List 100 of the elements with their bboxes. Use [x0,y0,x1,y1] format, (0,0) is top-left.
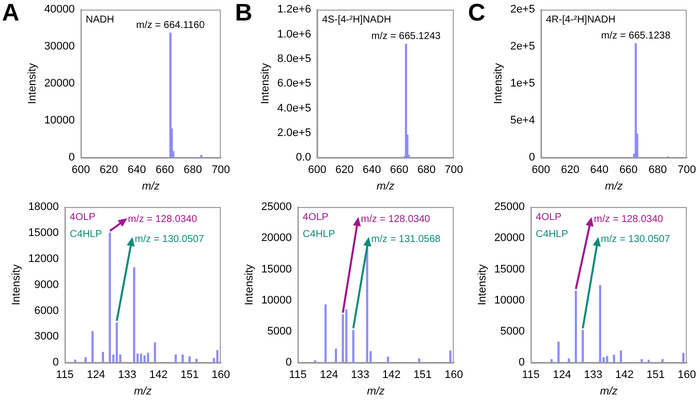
y-tick-label: 4.0e+5 [277,102,312,114]
x-tick-label: 640 [128,164,146,176]
x-tick-label: 142 [615,369,634,382]
bar [133,267,136,363]
annotation: m/z = 128.0340 [594,214,664,225]
y-tick-label: 6000 [34,304,59,317]
bar [661,359,664,363]
bar [91,331,94,363]
y-tick-label: 10000 [44,114,75,127]
x-tick-label: 115 [56,369,74,382]
y-tick-label: 0 [528,152,535,164]
x-tick-label: 115 [522,369,540,382]
x-tick-label: 700 [678,164,696,176]
bar [140,354,142,363]
annotation: m/z = 131.0568 [371,234,441,245]
bar [568,358,570,363]
bar [648,360,650,363]
x-tick-label: 160 [444,369,464,382]
chart-title: B [235,0,252,27]
y-tick-label: 8.0e+5 [277,52,312,65]
x-axis-title: m/z [366,385,386,398]
bar [582,330,584,363]
bar [640,359,643,363]
bar [634,43,637,158]
y-tick-label: 18000 [28,201,59,214]
x-tick-label: 600 [532,164,550,176]
y-tick-label: 10000 [494,294,525,306]
y-tick-label: 0 [52,356,59,369]
annotation: 4S-[4-²H]NADH [322,14,392,26]
y-tick-label: 40000 [44,4,75,16]
bar [682,352,684,363]
bar [182,354,184,363]
annotation: C4HLP [302,228,336,240]
bar [449,350,452,363]
bar [606,356,608,363]
y-axis-title: Intensity [476,264,489,306]
y-tick-label: 15000 [261,263,292,276]
x-tick-label: 151 [413,369,432,382]
y-tick-label: 20000 [261,232,292,244]
bar [599,285,602,363]
y-tick-label: 2e+5 [510,4,535,16]
y-axis-title: Intensity [10,264,23,306]
y-tick-label: 20000 [44,78,75,90]
y-tick-label: 5e+4 [510,114,535,127]
annotation: m/z = 128.0340 [360,214,431,225]
y-axis-title: Intensity [244,264,256,306]
bar [334,348,338,363]
y-tick-label: 1.0e+6 [277,28,312,40]
y-tick-label: 5000 [267,326,292,338]
bar [188,356,191,363]
y-tick-label: 25000 [494,201,525,214]
bar [102,352,104,363]
bar [557,342,560,363]
bar [154,342,156,363]
x-axis-title: m/z [376,180,395,192]
y-tick-label: 0 [286,356,292,369]
bar [108,232,111,363]
x-tick-label: 160 [212,369,230,382]
bar [216,350,218,363]
bar [574,290,577,363]
x-tick-label: 680 [184,164,202,176]
y-tick-label: 1e+5 [510,78,535,90]
x-tick-label: 700 [444,164,464,176]
y-tick-label: 3000 [34,330,59,343]
x-tick-label: 680 [417,164,436,176]
y-tick-label: 25000 [261,201,292,214]
x-tick-label: 142 [149,369,168,382]
annotation: m/z = 665.1243 [371,31,442,42]
x-tick-label: 660 [619,164,638,176]
x-tick-label: 680 [648,164,667,176]
bar [324,304,327,363]
bar [386,356,390,363]
x-tick-label: 620 [560,164,580,176]
y-tick-label: 9000 [34,278,59,291]
chart-title: A [2,0,20,27]
x-axis-title: m/z [605,180,624,192]
x-tick-label: 700 [212,164,230,176]
y-tick-label: 6.0e+5 [277,78,312,90]
y-tick-label: 0.0 [296,152,312,164]
bar [550,359,553,363]
y-tick-label: 10000 [261,294,292,306]
x-tick-label: 660 [156,164,174,176]
bar [418,358,420,363]
bar [74,360,76,363]
bar [345,309,348,363]
bar [174,354,177,363]
x-tick-label: 640 [362,164,381,176]
x-tick-label: 600 [308,164,326,176]
x-tick-label: 151 [180,369,199,382]
y-axis-title: Intensity [492,62,505,104]
x-tick-label: 600 [72,164,90,176]
annotation: m/z = 130.0507 [600,234,670,245]
y-axis-title: Intensity [26,62,39,104]
x-tick-label: 160 [678,369,696,382]
x-tick-label: 133 [351,369,370,382]
annotation: NADH [86,14,114,26]
y-axis-title: Intensity [260,62,272,104]
y-tick-label: 12000 [28,252,59,265]
y-tick-label: 0 [68,152,75,164]
bar [116,322,118,363]
